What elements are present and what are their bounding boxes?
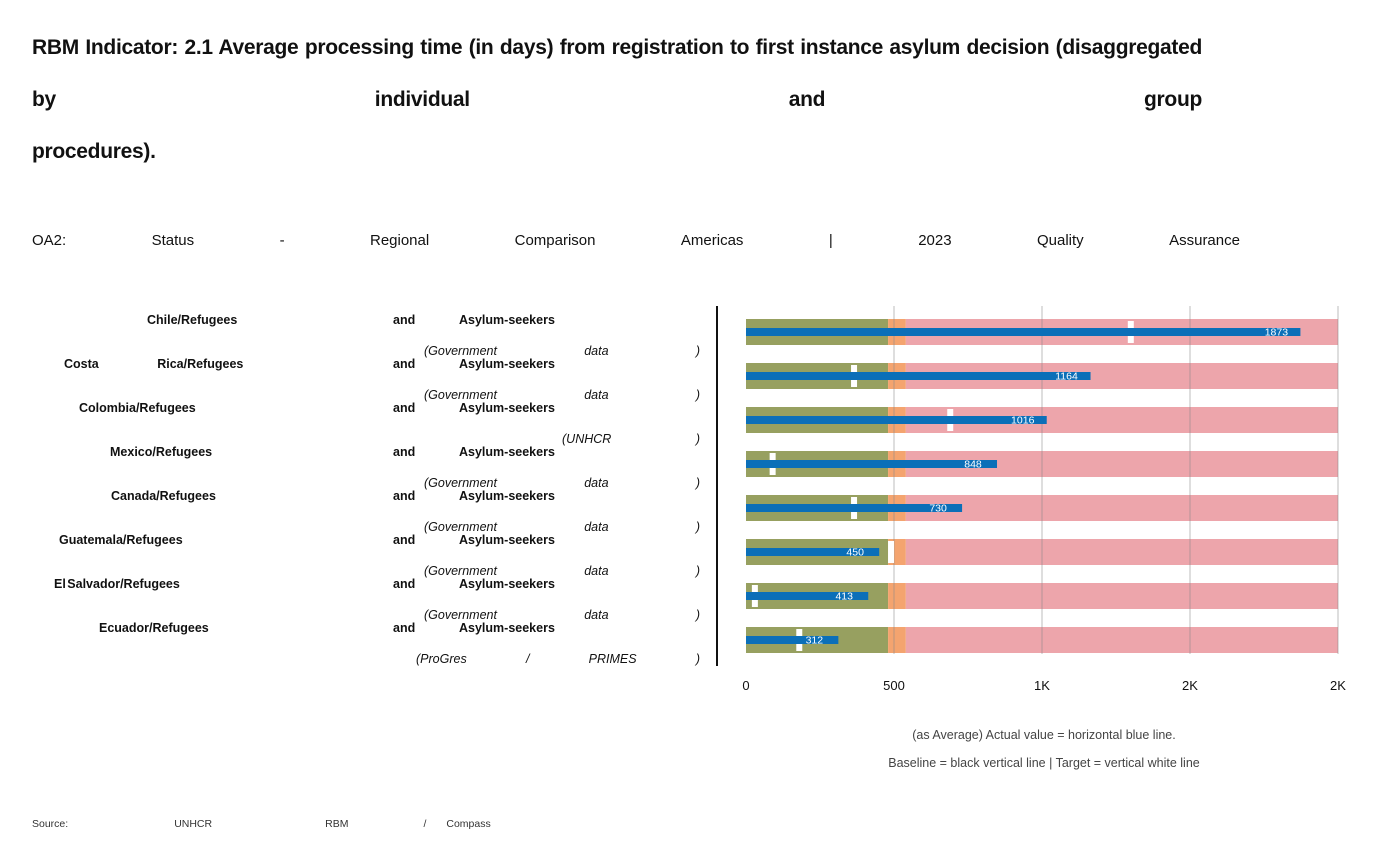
subtitle-word: Quality bbox=[1036, 232, 1084, 249]
category-source: (Government data) bbox=[424, 608, 700, 622]
source-word: / bbox=[423, 818, 427, 830]
data-label: 848 bbox=[964, 459, 982, 471]
data-label: 312 bbox=[806, 635, 824, 647]
x-tick-label: 2K bbox=[1182, 678, 1198, 693]
actual-bar bbox=[746, 372, 1091, 380]
category-country: Costa Rica/Refugees bbox=[64, 357, 244, 371]
actual-bar bbox=[746, 636, 839, 644]
source-word: Compass bbox=[446, 818, 491, 830]
category-and: and bbox=[393, 577, 416, 591]
source-word: RBM bbox=[325, 818, 349, 830]
data-label: 1164 bbox=[1055, 371, 1078, 383]
category-source: (Government data) bbox=[424, 564, 700, 578]
band-pink bbox=[905, 583, 1338, 609]
actual-bar bbox=[746, 592, 869, 600]
subtitle-word: Assurance bbox=[1169, 232, 1240, 249]
x-tick-label: 0 bbox=[742, 678, 749, 693]
category-and: and bbox=[393, 401, 416, 415]
subtitle-word: - bbox=[279, 232, 285, 249]
actual-bar bbox=[746, 504, 963, 512]
subtitle-word: 2023 bbox=[918, 232, 952, 249]
category-group: Asylum-seekers bbox=[459, 533, 555, 547]
data-label: 730 bbox=[929, 503, 947, 515]
category-source: (Government data) bbox=[424, 476, 700, 490]
category-group: Asylum-seekers bbox=[459, 489, 555, 503]
actual-bar bbox=[746, 548, 880, 556]
category-group: Asylum-seekers bbox=[459, 401, 555, 415]
subtitle-word: Regional bbox=[369, 232, 430, 249]
category-country: Mexico/Refugees bbox=[110, 445, 213, 459]
category-and: and bbox=[393, 489, 416, 503]
category-and: and bbox=[393, 313, 416, 327]
category-source: (ProGres / PRIMES) bbox=[416, 652, 700, 666]
data-label: 413 bbox=[835, 591, 853, 603]
category-country: El Salvador/Refugees bbox=[54, 577, 180, 591]
band-pink bbox=[905, 627, 1338, 653]
category-and: and bbox=[393, 621, 416, 635]
category-group: Asylum-seekers bbox=[459, 313, 555, 327]
legend-note-baseline-target: Baseline = black vertical line | Target … bbox=[888, 756, 1200, 770]
x-tick-label: 2K bbox=[1330, 678, 1346, 693]
subtitle-word: Comparison bbox=[514, 232, 596, 249]
x-tick-label: 1K bbox=[1034, 678, 1050, 693]
actual-bar bbox=[746, 328, 1301, 336]
data-label: 1873 bbox=[1265, 327, 1289, 339]
category-and: and bbox=[393, 445, 416, 459]
title-line-1: RBM Indicator: 2.1 Average processing ti… bbox=[32, 36, 494, 59]
band-pink bbox=[905, 539, 1338, 565]
category-source: (Government data) bbox=[424, 388, 700, 402]
band-orange bbox=[888, 627, 906, 653]
subtitle-word: OA2: bbox=[32, 232, 67, 249]
legend-note-actual: (as Average) Actual value = horizontal b… bbox=[912, 728, 1176, 742]
band-orange bbox=[888, 583, 906, 609]
category-country: Canada/Refugees bbox=[111, 489, 216, 503]
source-line: Source: UNHCR RBM / Compass bbox=[32, 818, 491, 830]
category-country: Ecuador/Refugees bbox=[99, 621, 209, 635]
category-country: Colombia/Refugees bbox=[79, 401, 196, 415]
title-line-2: days) from registration to first instanc… bbox=[499, 36, 960, 59]
category-country: Guatemala/Refugees bbox=[59, 533, 183, 547]
chart-title: RBM Indicator: 2.1 Average processing ti… bbox=[32, 22, 1202, 178]
category-group: Asylum-seekers bbox=[459, 445, 555, 459]
data-label: 1016 bbox=[1011, 415, 1035, 427]
category-group: Asylum-seekers bbox=[459, 621, 555, 635]
category-source: (UNHCR) bbox=[562, 432, 700, 446]
category-group: Asylum-seekers bbox=[459, 577, 555, 591]
source-word: UNHCR bbox=[174, 818, 213, 830]
band-pink bbox=[905, 495, 1338, 521]
category-source: (Government data) bbox=[424, 520, 700, 534]
category-group: Asylum-seekers bbox=[459, 357, 555, 371]
actual-bar bbox=[746, 460, 998, 468]
title-line-3: decision (disaggregated by individual an… bbox=[32, 36, 1202, 111]
title-line-4: procedures). bbox=[32, 140, 156, 163]
target-marker bbox=[888, 541, 895, 563]
category-source: (Government data) bbox=[424, 344, 700, 358]
subtitle-word: | bbox=[828, 232, 833, 249]
subtitle-word: Americas bbox=[680, 232, 744, 249]
bullet-chart: 1873 1164 1016 848 730 450 413 312 0 500 1K 2K 2K bbox=[716, 306, 1346, 693]
category-and: and bbox=[393, 533, 416, 547]
category-country: Chile/Refugees bbox=[147, 313, 238, 327]
category-and: and bbox=[393, 357, 416, 371]
data-label: 450 bbox=[846, 547, 864, 559]
source-word: Source: bbox=[32, 818, 69, 830]
chart-subtitle: OA2: Status - Regional Comparison Americas | 20… bbox=[32, 232, 1240, 249]
actual-bar bbox=[746, 416, 1047, 424]
x-tick-label: 500 bbox=[883, 678, 905, 693]
subtitle-word: Status bbox=[151, 232, 195, 249]
